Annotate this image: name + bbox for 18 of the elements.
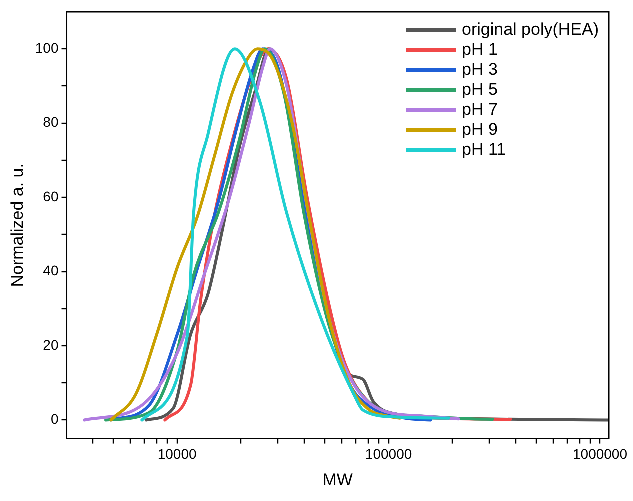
y-axis-title: Normalized a. u. bbox=[8, 164, 27, 288]
x-tick-label: 100000 bbox=[365, 446, 412, 462]
legend-label: pH 11 bbox=[462, 140, 506, 160]
legend-label: pH 9 bbox=[462, 120, 498, 140]
y-tick-label: 0 bbox=[50, 411, 59, 428]
y-tick-label: 100 bbox=[35, 40, 59, 56]
x-tick-label: 10000 bbox=[158, 446, 197, 462]
y-tick-label: 80 bbox=[43, 114, 59, 130]
x-tick-label: 1000000 bbox=[572, 446, 628, 462]
x-axis-title: MW bbox=[322, 470, 353, 490]
legend-label: original poly(HEA) bbox=[462, 20, 599, 40]
legend-label: pH 3 bbox=[462, 60, 498, 80]
legend-label: pH 5 bbox=[462, 80, 498, 100]
legend-label: pH 1 bbox=[462, 40, 498, 60]
legend-label: pH 7 bbox=[462, 100, 498, 120]
y-tick-label: 20 bbox=[43, 336, 59, 353]
y-tick-label: 40 bbox=[43, 262, 59, 279]
y-tick-label: 60 bbox=[43, 188, 59, 204]
